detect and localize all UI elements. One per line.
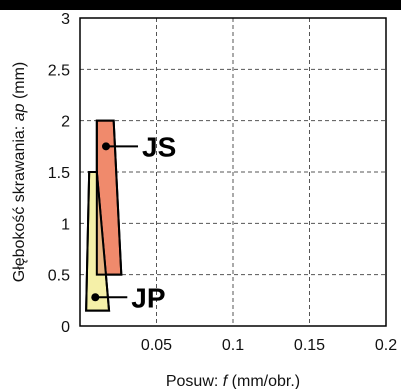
callouts: JS JP	[91, 131, 176, 313]
region-label-js: JS	[142, 131, 176, 162]
y-tick-label: 0.5	[48, 268, 70, 285]
grid	[80, 18, 386, 326]
top-border-bar	[0, 0, 401, 10]
y-tick-labels: 0 0.5 1 1.5 2 2.5 3	[48, 11, 70, 336]
plot-frame	[79, 17, 387, 327]
region-label-jp: JP	[131, 282, 165, 313]
x-tick-label: 0.15	[294, 337, 325, 354]
region-outline	[95, 119, 123, 276]
regions	[85, 119, 123, 312]
y-tick-label: 2	[61, 114, 70, 131]
x-tick-labels: 0.05 0.1 0.15 0.2	[141, 337, 397, 354]
y-axis-label: Głębokość skrawania: ap (mm)	[11, 62, 28, 283]
x-tick-label: 0.1	[222, 337, 244, 354]
region-outline	[85, 171, 111, 312]
x-tick-label: 0.05	[141, 337, 172, 354]
x-axis-label: Posuw: f (mm/obr.)	[166, 373, 300, 389]
y-tick-label: 2.5	[48, 62, 70, 79]
y-tick-label: 1.5	[48, 165, 70, 182]
y-tick-label: 3	[61, 11, 70, 28]
x-tick-label: 0.2	[375, 337, 397, 354]
y-tick-label: 1	[61, 216, 70, 233]
y-tick-label: 0	[61, 319, 70, 336]
